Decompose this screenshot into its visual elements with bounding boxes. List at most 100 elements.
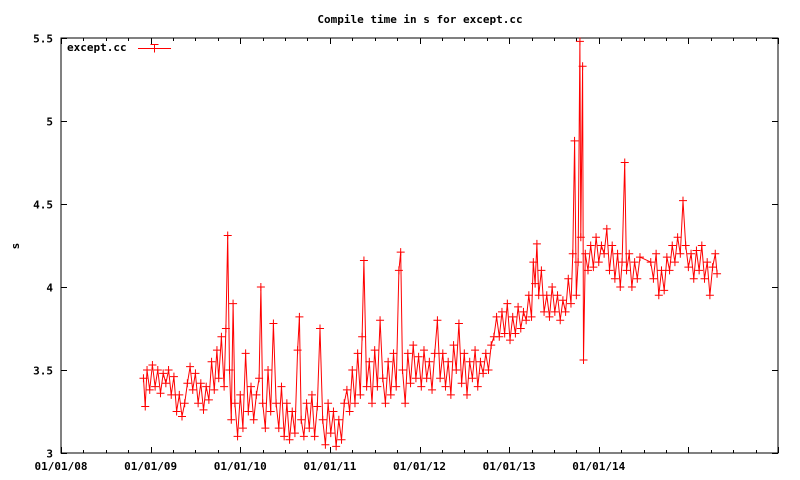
- data-point: [172, 407, 181, 416]
- data-point: [449, 341, 458, 350]
- data-point: [654, 291, 663, 300]
- data-point: [600, 249, 609, 258]
- data-point: [468, 374, 477, 383]
- chart-title: Compile time in s for except.cc: [317, 13, 522, 26]
- data-point: [697, 241, 706, 250]
- data-point: [167, 390, 176, 399]
- y-tick-label: 5: [46, 116, 53, 129]
- data-point: [409, 341, 418, 350]
- data-point: [244, 407, 253, 416]
- data-point: [358, 332, 367, 341]
- data-point: [321, 440, 330, 449]
- data-point: [386, 390, 395, 399]
- data-point: [500, 329, 509, 338]
- data-point: [476, 357, 485, 366]
- data-point: [156, 389, 165, 398]
- data-point: [204, 395, 213, 404]
- data-point: [428, 385, 437, 394]
- data-point: [297, 415, 306, 424]
- data-point: [326, 429, 335, 438]
- data-point: [471, 346, 480, 355]
- data-point: [225, 366, 234, 374]
- data-point: [151, 382, 160, 391]
- data-point: [282, 399, 291, 408]
- data-point: [492, 312, 501, 321]
- data-point: [290, 429, 299, 438]
- data-point: [561, 307, 570, 316]
- data-point: [692, 246, 701, 255]
- data-point: [516, 324, 525, 333]
- data-point: [576, 233, 585, 242]
- data-point: [227, 415, 236, 424]
- data-point: [210, 385, 219, 394]
- data-point: [497, 307, 506, 316]
- data-point: [592, 233, 601, 242]
- data-point: [527, 312, 536, 321]
- data-point: [329, 407, 338, 416]
- data-point: [359, 256, 368, 265]
- y-tick-label: 4: [46, 282, 53, 295]
- data-point: [542, 291, 551, 300]
- data-point: [616, 283, 625, 291]
- data-point: [575, 37, 584, 46]
- data-point: [506, 336, 515, 345]
- data-point: [316, 324, 325, 333]
- data-point: [274, 424, 283, 433]
- data-point: [384, 357, 393, 366]
- data-point: [705, 291, 714, 300]
- data-point: [396, 248, 405, 257]
- data-point: [545, 312, 554, 321]
- y-axis-label: s: [9, 243, 22, 250]
- data-point: [411, 374, 420, 383]
- data-point: [350, 399, 359, 408]
- data-point: [487, 341, 496, 350]
- data-point: [581, 249, 590, 258]
- data-point: [465, 357, 474, 366]
- data-point: [299, 432, 308, 441]
- data-point: [444, 357, 453, 366]
- data-point: [452, 366, 461, 374]
- data-point: [293, 346, 302, 355]
- data-point: [139, 374, 148, 383]
- data-point: [594, 258, 603, 267]
- data-point: [662, 253, 671, 262]
- data-point: [324, 399, 333, 408]
- data-point: [266, 407, 275, 416]
- data-point: [610, 274, 619, 283]
- data-point: [376, 316, 385, 325]
- data-point: [334, 415, 343, 424]
- data-point: [529, 258, 538, 267]
- data-point: [687, 249, 696, 258]
- data-point: [241, 349, 250, 358]
- data-point: [608, 241, 617, 250]
- data-point: [633, 274, 642, 283]
- data-point: [236, 390, 245, 399]
- data-point: [433, 316, 442, 325]
- data-point: [169, 372, 178, 381]
- y-tick-label: 3.5: [33, 365, 53, 378]
- data-point: [430, 349, 439, 358]
- data-point: [394, 266, 403, 275]
- data-point: [579, 356, 588, 365]
- data-point: [342, 385, 351, 394]
- data-point: [332, 442, 341, 451]
- data-point: [556, 316, 565, 325]
- legend: except.cc: [67, 41, 171, 54]
- data-point: [199, 405, 208, 414]
- data-point: [258, 399, 267, 408]
- data-point: [188, 385, 197, 394]
- data-point: [214, 374, 223, 383]
- data-point: [572, 291, 581, 300]
- data-point: [438, 349, 447, 358]
- data-point: [221, 324, 230, 333]
- data-point: [649, 274, 658, 283]
- data-point: [194, 399, 203, 408]
- data-point: [272, 399, 281, 408]
- data-point: [627, 283, 636, 291]
- data-point: [537, 266, 546, 275]
- data-point: [463, 390, 472, 399]
- data-point: [202, 382, 211, 391]
- data-point: [288, 407, 297, 416]
- plot-frame: [60, 37, 779, 454]
